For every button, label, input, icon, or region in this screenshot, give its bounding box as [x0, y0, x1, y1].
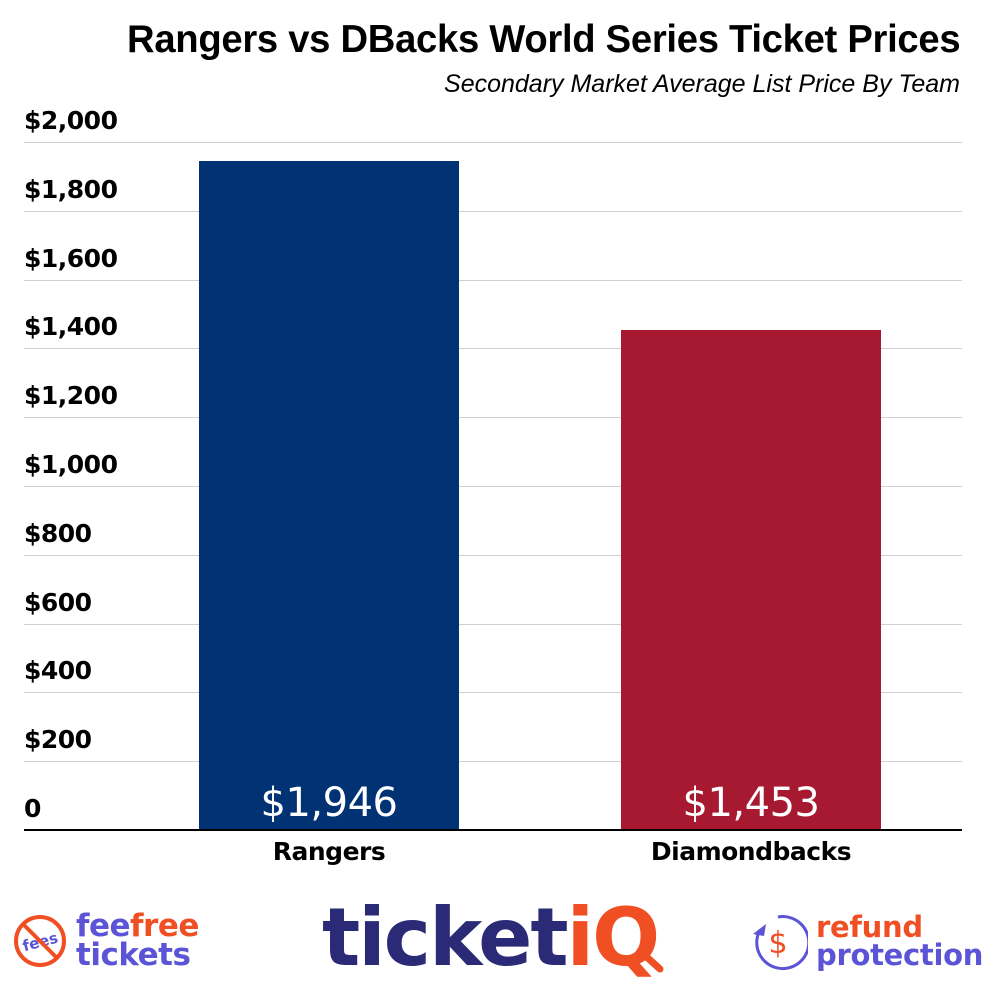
y-tick-label: $400 — [24, 656, 92, 685]
gridline — [24, 280, 962, 281]
x-axis-line — [24, 829, 962, 831]
refund-protection-wordmark: refund protection — [816, 910, 984, 972]
gridline — [24, 486, 962, 487]
refund-protection-logo: $ refund protection — [748, 912, 983, 972]
y-tick-label: $1,200 — [24, 381, 118, 410]
y-tick-label: $600 — [24, 588, 92, 617]
y-tick-label: $2,000 — [24, 106, 118, 135]
feefree-wordmark: feefree tickets — [76, 908, 199, 974]
y-tick-label: 0 — [24, 794, 41, 823]
refund-dollar-icon: $ — [753, 915, 808, 971]
bar-diamondbacks: $1,453 — [621, 330, 881, 830]
gridline — [24, 692, 962, 693]
bar-rangers: $1,946 — [199, 160, 459, 830]
gridline — [24, 624, 962, 625]
y-tick-label: $1,600 — [24, 244, 118, 273]
chart-title: Rangers vs DBacks World Series Ticket Pr… — [126, 18, 961, 61]
plot-area: $1,946 $1,453 — [24, 142, 962, 831]
gridline — [24, 417, 962, 418]
gridline — [24, 211, 962, 212]
x-label-rangers: Rangers — [272, 837, 386, 866]
ticketiq-wordmark-iq: iQ — [566, 891, 660, 984]
svg-text:$: $ — [768, 926, 787, 961]
x-label-diamondbacks: Diamondbacks — [650, 837, 852, 866]
magnifier-icon — [636, 947, 664, 973]
y-tick-label: $1,000 — [24, 450, 118, 479]
y-tick-label: $800 — [24, 519, 92, 548]
ticketiq-logo: ticket iQ — [322, 898, 666, 978]
gridline — [24, 142, 962, 143]
bar-value-label: $1,946 — [260, 780, 398, 826]
no-fees-icon: fees — [14, 915, 66, 968]
gridline — [24, 555, 962, 556]
bar-value-label: $1,453 — [682, 780, 820, 826]
chart-subtitle: Secondary Market Average List Price By T… — [444, 70, 960, 98]
feefree-tickets-logo: fees feefree tickets — [12, 908, 199, 974]
gridline — [24, 761, 962, 762]
y-tick-label: $200 — [24, 725, 92, 754]
ticketiq-wordmark-ticket: ticket — [322, 891, 569, 984]
gridline — [24, 348, 962, 349]
y-tick-label: $1,400 — [24, 312, 118, 341]
y-tick-label: $1,800 — [24, 175, 118, 204]
